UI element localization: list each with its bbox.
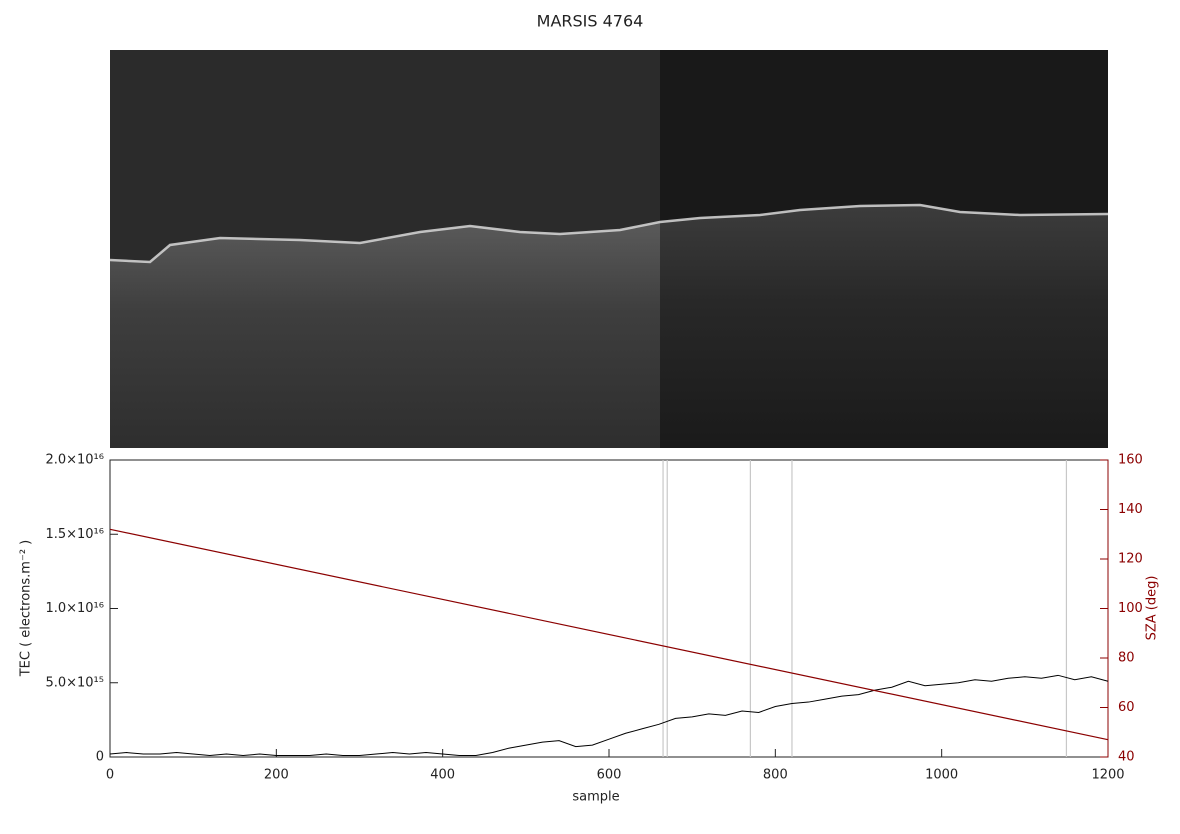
y2-tick-label: 120 [1118, 552, 1143, 567]
y2-axis-label: SZA (deg) [1145, 576, 1160, 641]
chart-title: MARSIS 4764 [537, 12, 644, 31]
y2-tick-label: 100 [1118, 601, 1143, 616]
y2-tick-label: 160 [1118, 453, 1143, 468]
y-tick-label: 1.5×10¹⁶ [45, 527, 104, 542]
y2-tick-label: 140 [1118, 502, 1143, 517]
y-tick-label: 1.0×10¹⁶ [45, 601, 104, 616]
data-line [109, 528, 1109, 741]
y-axis-label: TEC ( electrons.m⁻² ) [19, 540, 34, 678]
plot-frame [109, 459, 1109, 758]
y-tick-label: 5.0×10¹⁵ [45, 675, 104, 690]
x-tick-label: 600 [597, 768, 622, 783]
y2-tick-label: 80 [1118, 651, 1135, 666]
x-tick-label: 1200 [1091, 768, 1124, 783]
x-tick-label: 400 [430, 768, 455, 783]
y-tick-label: 0 [96, 750, 104, 765]
x-tick-label: 800 [763, 768, 788, 783]
y-tick-label: 2.0×10¹⁶ [45, 453, 104, 468]
x-tick-label: 200 [264, 768, 289, 783]
data-line [109, 674, 1109, 757]
radargram [109, 50, 1109, 448]
y2-tick-label: 40 [1118, 750, 1135, 765]
x-tick-label: 1000 [925, 768, 958, 783]
y2-tick-label: 60 [1118, 700, 1135, 715]
x-tick-label: 0 [106, 768, 114, 783]
x-axis-label: sample [572, 790, 619, 805]
